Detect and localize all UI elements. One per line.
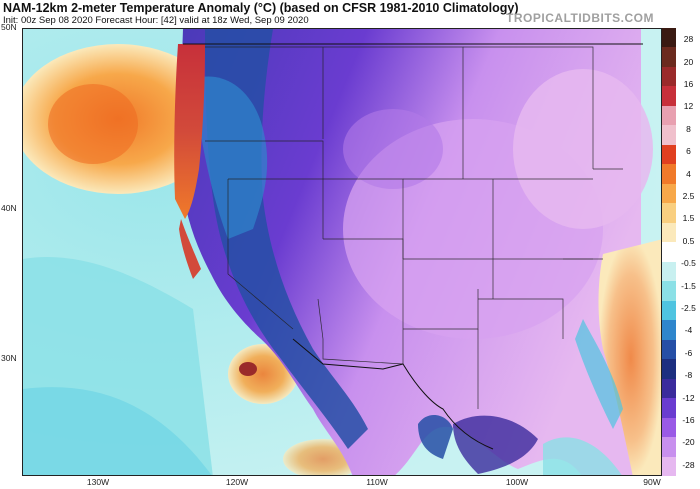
color-scale-label: -6	[684, 347, 693, 358]
map-graphic	[23, 29, 661, 475]
lat-label-50n: 50N	[1, 22, 17, 32]
header: NAM-12km 2-meter Temperature Anomaly (°C…	[0, 0, 700, 28]
lat-label-30n: 30N	[1, 353, 17, 363]
color-scale-swatch	[662, 125, 676, 146]
color-scale-swatch	[662, 359, 676, 380]
color-scale-swatch	[662, 398, 676, 419]
color-scale-swatch	[662, 320, 676, 341]
color-scale-swatch	[662, 261, 676, 282]
color-scale-label: 28	[683, 34, 694, 45]
color-scale-swatch	[662, 47, 676, 68]
color-scale-swatch	[662, 281, 676, 302]
color-scale-label: -4	[684, 325, 693, 336]
color-scale-swatch	[662, 183, 676, 204]
color-scale-swatch	[662, 417, 676, 438]
color-scale-label: -2.5	[681, 303, 696, 313]
brand-watermark: TROPICALTIDBITS.COM	[506, 11, 654, 25]
color-scale-swatch	[662, 86, 676, 107]
color-scale-swatch	[662, 339, 676, 360]
color-scale-label: -0.5	[681, 258, 696, 269]
color-scale-swatch	[662, 300, 676, 321]
color-scale-label: -1.5	[681, 280, 696, 291]
color-scale-label: 12	[683, 101, 694, 112]
lon-label-90w: 90W	[643, 477, 661, 487]
lat-label-40n: 40N	[1, 203, 17, 213]
color-scale-swatch	[662, 378, 676, 399]
color-scale-swatch	[662, 242, 676, 263]
color-scale-swatch	[662, 164, 676, 185]
lon-label-100w: 100W	[505, 477, 529, 487]
color-scale-label: -8	[684, 370, 693, 381]
color-scale-swatch	[662, 456, 676, 477]
color-scale-swatch	[662, 203, 676, 224]
color-scale-swatch	[662, 105, 676, 126]
color-scale-swatch	[662, 222, 676, 243]
color-scale-label: 8	[686, 123, 691, 134]
chart-subtitle: Init: 00z Sep 08 2020 Forecast Hour: [42…	[3, 15, 309, 26]
color-scale-swatch	[662, 28, 676, 48]
color-scale-label: 6	[686, 146, 691, 157]
lon-label-120w: 120W	[225, 477, 249, 487]
color-scale-label: 0.5	[682, 235, 695, 246]
chart-title: NAM-12km 2-meter Temperature Anomaly (°C…	[3, 1, 519, 15]
color-scale-label: 1.5	[682, 213, 695, 224]
color-scale-label: -16	[682, 415, 695, 425]
color-scale-label: -12	[682, 392, 695, 403]
color-scale-label: 20	[683, 56, 694, 67]
color-scale-label: -20	[682, 437, 695, 448]
color-scale-label: -28	[682, 459, 695, 470]
lon-label-110w: 110W	[366, 477, 388, 487]
color-scale-label: 2.5	[682, 191, 695, 201]
color-scale-label: 16	[683, 79, 694, 89]
color-scale-swatch	[662, 437, 676, 457]
color-scale-label: 4	[686, 168, 691, 179]
color-scale-legend: 28 20 16 12 8 6 4 2.5 1.5 0.5 -0.5 -1.5 -2.5 -4 -6 -8 -1…	[662, 28, 700, 477]
lon-label-130w: 130W	[86, 477, 110, 487]
color-scale-swatch	[662, 66, 676, 87]
color-scale-swatch	[662, 144, 676, 165]
anomaly-map	[22, 28, 662, 476]
